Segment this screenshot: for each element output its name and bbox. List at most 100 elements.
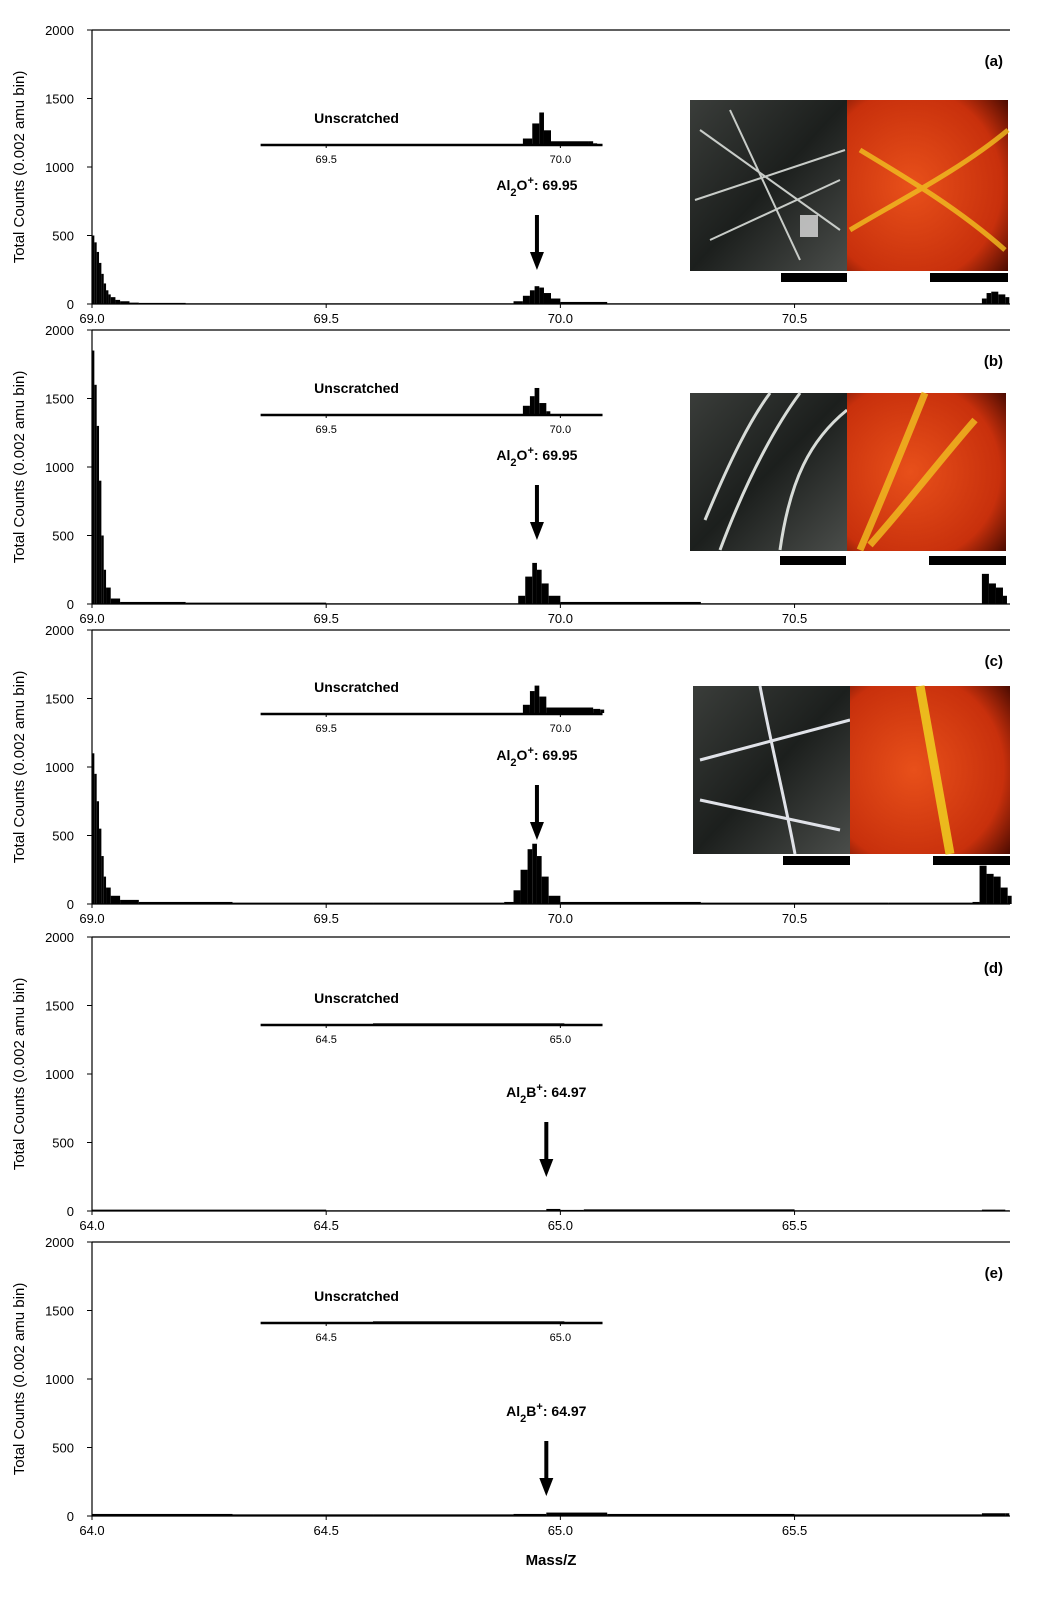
bar — [995, 587, 1003, 604]
bar — [92, 753, 95, 904]
panel-label: (a) — [985, 53, 1003, 70]
inset-title: Unscratched — [314, 990, 399, 1006]
annotation-part: O — [517, 447, 528, 463]
bar — [548, 595, 561, 604]
y-tick-label: 0 — [67, 1509, 74, 1524]
bar — [1005, 1513, 1010, 1516]
bar — [115, 299, 121, 304]
annotation-arrowhead — [539, 1478, 554, 1496]
y-axis-label: Total Counts (0.002 amu bin) — [11, 1283, 28, 1476]
inset-title: Unscratched — [314, 1288, 399, 1304]
bar — [560, 1023, 565, 1024]
bar — [466, 603, 519, 604]
annotation-part: + — [536, 1401, 542, 1413]
y-tick-label: 500 — [52, 529, 74, 544]
bar — [326, 1210, 514, 1211]
y-tick-label: 1500 — [45, 92, 74, 107]
bar — [546, 707, 594, 713]
x-axis-label: Mass/Z — [526, 1552, 577, 1569]
inset-x-tick-label: 69.5 — [315, 154, 336, 166]
inset-x-tick-label: 70.0 — [550, 723, 571, 735]
x-tick-label: 69.5 — [314, 611, 339, 626]
bar — [539, 696, 547, 713]
y-axis-label: Total Counts (0.002 amu bin) — [11, 978, 28, 1171]
y-tick-label: 500 — [52, 1136, 74, 1151]
inset-x-tick-label: 65.0 — [550, 1332, 571, 1344]
bar — [96, 801, 100, 904]
annotation-part: 2 — [510, 457, 516, 469]
bar — [522, 704, 530, 713]
panel-label: (b) — [984, 353, 1003, 370]
bar — [279, 303, 374, 304]
bar — [607, 303, 701, 304]
annotation-part: + — [527, 175, 533, 187]
bar — [600, 709, 605, 713]
bar — [94, 773, 97, 904]
bar — [373, 902, 505, 904]
bar — [977, 603, 982, 604]
bar — [513, 301, 523, 304]
annotation: Al2B+: 64.97 — [506, 1082, 586, 1106]
bar — [92, 1209, 327, 1211]
panel-label: (d) — [984, 960, 1003, 977]
bar — [546, 411, 551, 414]
bar — [94, 242, 97, 304]
y-tick-label: 1500 — [45, 999, 74, 1014]
x-tick-label: 65.0 — [548, 1218, 573, 1233]
bar — [583, 1209, 795, 1211]
panel: 0 500 1000 1500 2000 64.0 64.5 65.0 65.5 Total Co… — [11, 1235, 1010, 1569]
micrograph-a — [690, 100, 1010, 282]
bar — [185, 303, 280, 304]
x-tick-label: 69.0 — [79, 911, 104, 926]
y-tick-label: 0 — [67, 1204, 74, 1219]
bar — [92, 350, 95, 604]
bar — [373, 1023, 561, 1024]
bar — [110, 297, 116, 304]
bar — [101, 535, 104, 604]
bar — [96, 251, 100, 304]
annotation-part: B — [526, 1403, 536, 1419]
panel-label: (c) — [985, 653, 1003, 670]
bar — [534, 387, 540, 414]
bar — [529, 691, 535, 713]
bar — [1000, 887, 1008, 904]
x-tick-label: 64.0 — [79, 1218, 104, 1233]
panel: 0 500 1000 1500 2000 64.0 64.5 65.0 65.5 Total Co… — [11, 930, 1010, 1233]
annotation-part: Al — [506, 1403, 520, 1419]
bar — [99, 828, 102, 904]
bar — [543, 293, 551, 304]
bar — [513, 1210, 547, 1211]
bar — [120, 301, 130, 304]
bar — [138, 901, 233, 904]
bar — [520, 869, 528, 904]
annotation-part: Al — [506, 1084, 520, 1100]
bar — [979, 865, 987, 904]
bar — [513, 890, 521, 904]
bar — [110, 598, 121, 604]
bar — [373, 1321, 561, 1322]
y-axis-label: Total Counts (0.002 amu bin) — [11, 671, 28, 864]
bar — [106, 887, 111, 904]
y-axis-label: Total Counts (0.002 amu bin) — [11, 371, 28, 564]
bar — [593, 143, 598, 144]
bar — [551, 141, 589, 144]
bar — [185, 602, 327, 604]
bar — [103, 876, 107, 904]
inset-x-tick-label: 69.5 — [315, 424, 336, 436]
annotation-arrowhead — [539, 1159, 554, 1177]
bar — [546, 1512, 608, 1516]
annotation-part: 2 — [520, 1094, 526, 1106]
bar — [532, 843, 537, 904]
bar — [607, 1513, 795, 1516]
bar — [532, 562, 537, 604]
annotation-part: 2 — [510, 187, 516, 199]
annotation-part: : 69.95 — [534, 747, 578, 763]
y-tick-label: 1000 — [45, 460, 74, 475]
x-tick-label: 70.0 — [548, 911, 573, 926]
x-tick-label: 69.5 — [314, 311, 339, 326]
x-tick-label: 64.5 — [314, 1218, 339, 1233]
bar — [560, 1321, 565, 1322]
bar — [972, 901, 980, 904]
